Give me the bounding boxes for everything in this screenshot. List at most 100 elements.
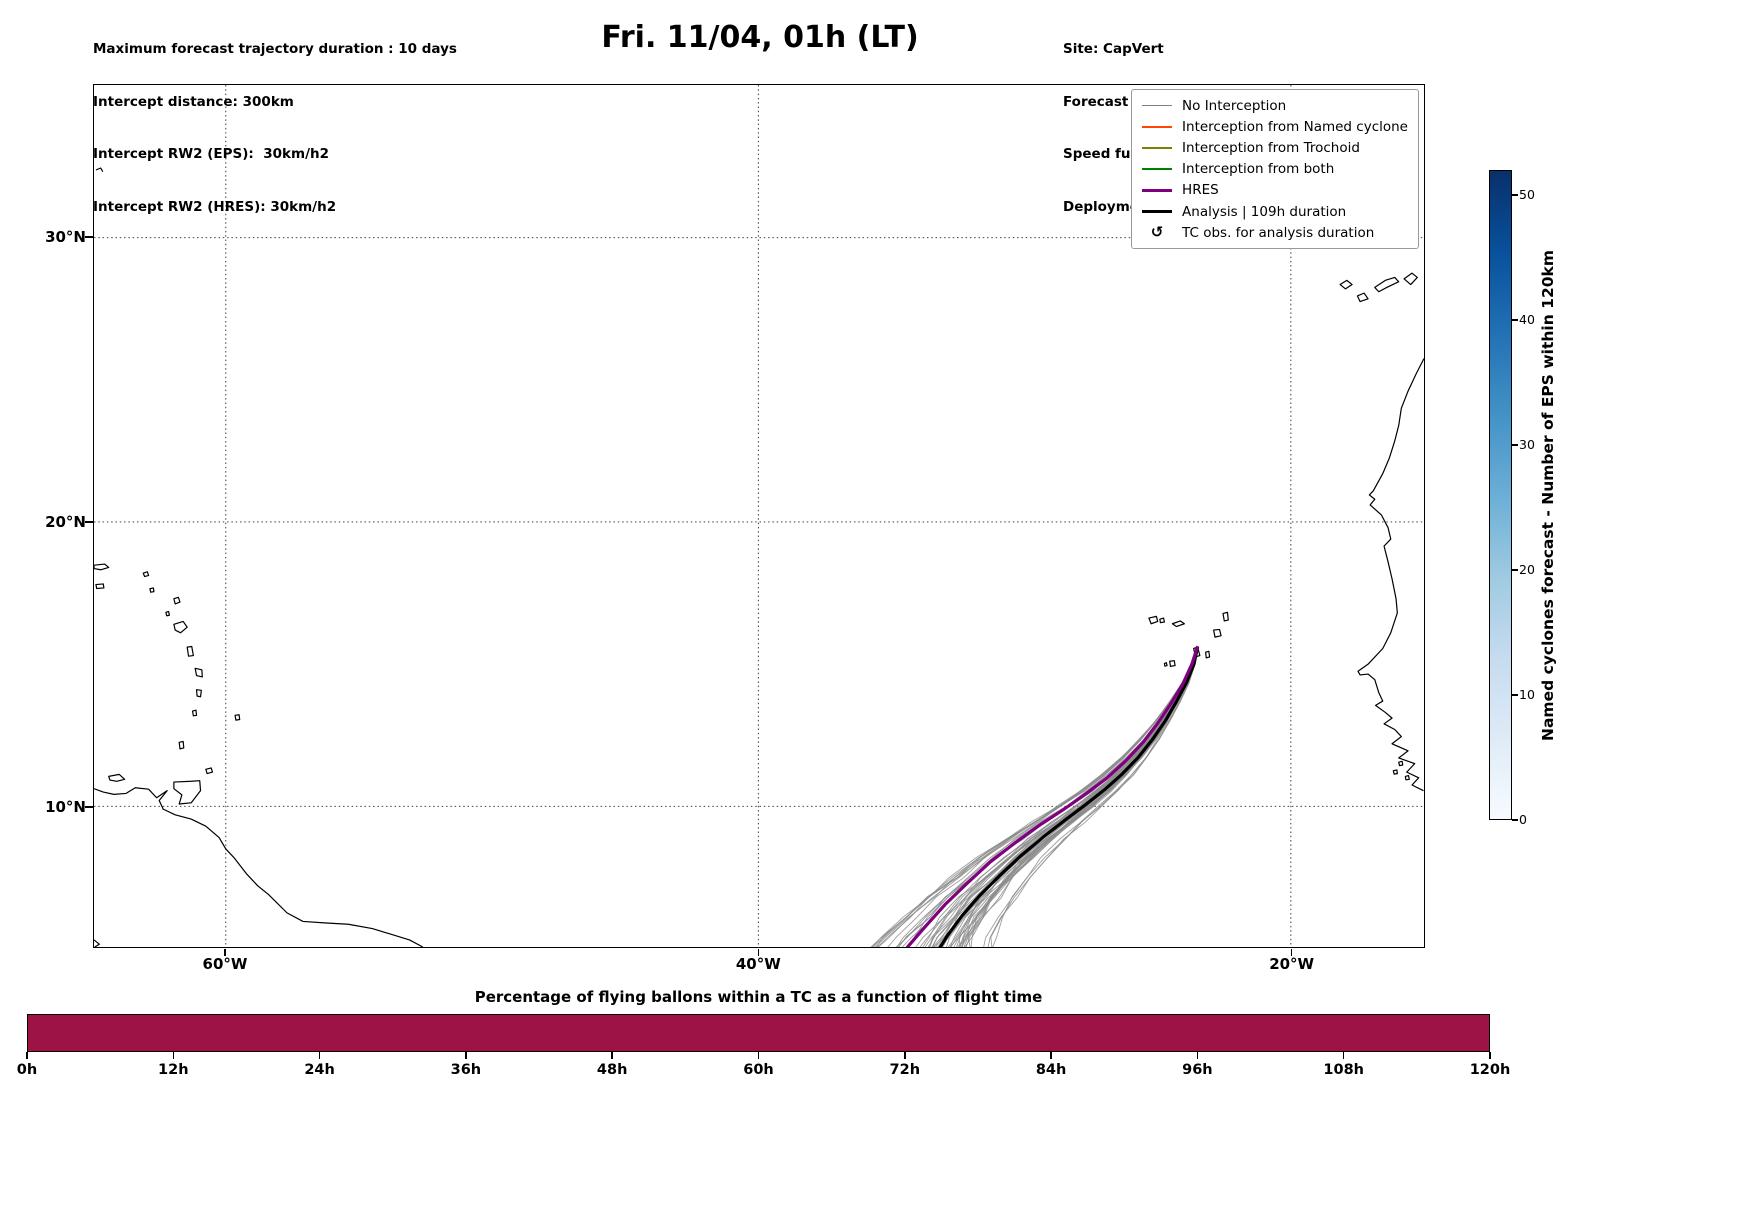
- legend-item: Interception from both: [1142, 159, 1408, 180]
- island-coastline: [1339, 279, 1353, 290]
- time-tick-label: 120h: [1469, 1062, 1511, 1078]
- time-axis-tick: [465, 1052, 467, 1059]
- eps-member-trajectory: [876, 646, 1198, 947]
- colorbar-tick: [1512, 319, 1518, 321]
- legend-item: Interception from Trochoid: [1142, 137, 1408, 158]
- colorbar-tick-label: 10: [1519, 687, 1535, 702]
- legend-line-swatch: [1142, 104, 1173, 107]
- island-coastline: [1403, 272, 1418, 286]
- legend-line-swatch: [1142, 188, 1173, 193]
- time-axis-tick: [1050, 1052, 1052, 1059]
- time-tick-label: 108h: [1323, 1062, 1364, 1078]
- eps-member-trajectory: [895, 646, 1198, 947]
- island-coastline: [1159, 617, 1165, 624]
- page-title: Fri. 11/04, 01h (LT): [601, 20, 919, 55]
- bottom-chart-title: Percentage of flying ballons within a TC…: [474, 988, 1043, 1006]
- time-axis-tick: [1342, 1052, 1345, 1059]
- legend-line-swatch: [1142, 209, 1173, 214]
- lon-tick-label: 40°W: [735, 955, 781, 973]
- legend-label: HRES: [1182, 182, 1219, 199]
- time-axis-tick: [318, 1052, 321, 1059]
- island-coastline: [234, 714, 241, 721]
- eps-member-trajectory: [897, 645, 1198, 947]
- island-coastline: [1398, 760, 1404, 767]
- island-coastline: [1392, 769, 1398, 775]
- island-coastline: [94, 563, 110, 571]
- legend-label: Analysis | 109h duration: [1182, 203, 1347, 220]
- island-coastline: [108, 773, 126, 782]
- island-coastline: [1222, 611, 1229, 622]
- lat-tick: [85, 521, 93, 523]
- island-coastline: [1213, 628, 1222, 638]
- eps-member-trajectory: [898, 646, 1198, 947]
- eps-member-trajectory: [872, 645, 1198, 947]
- eps-member-trajectory: [983, 647, 1199, 947]
- param-intercept-rw2-eps: Intercept RW2 (EPS): 30km/h2: [93, 146, 329, 162]
- eps-member-trajectory: [870, 645, 1198, 947]
- colorbar-tick: [1512, 819, 1518, 821]
- colorbar-tick: [1512, 569, 1518, 571]
- island-coastline: [1205, 650, 1211, 659]
- lon-tick: [1290, 949, 1293, 956]
- colorbar-tick-label: 50: [1519, 187, 1535, 202]
- time-tick-label: 60h: [743, 1062, 774, 1078]
- colorbar-tick: [1512, 444, 1518, 446]
- eps-member-trajectory: [906, 646, 1198, 947]
- island-coastline: [165, 610, 170, 617]
- legend-item: Interception from Named cyclone: [1142, 116, 1408, 137]
- legend-line-swatch: [1142, 168, 1173, 170]
- param-max-duration: Maximum forecast trajectory duration : 1…: [93, 41, 457, 57]
- lat-tick: [85, 806, 93, 808]
- colorbar-label: Named cyclones forecast - Number of EPS …: [1539, 249, 1557, 741]
- eps-member-trajectory: [931, 646, 1199, 947]
- tc-obs-icon: ↺: [1150, 223, 1164, 242]
- island-coastline: [1171, 620, 1185, 628]
- colorbar-gradient: [1489, 170, 1512, 820]
- time-axis-tick: [904, 1052, 906, 1059]
- legend-item: HRES: [1142, 180, 1408, 201]
- island-coastline: [194, 667, 203, 678]
- time-tick-label: 36h: [450, 1062, 482, 1078]
- legend-line-swatch: [1142, 147, 1173, 149]
- param-intercept-rw2-hres: Intercept RW2 (HRES): 30km/h2: [93, 198, 337, 215]
- legend-label: TC obs. for analysis duration: [1182, 224, 1375, 241]
- time-axis-tick: [757, 1052, 760, 1059]
- eps-member-trajectory: [931, 646, 1199, 947]
- island-coastline: [173, 596, 181, 605]
- trajectory-map: No Interception Interception from Named c…: [93, 84, 1425, 948]
- island-coastline: [95, 583, 105, 590]
- legend-label: Interception from both: [1182, 161, 1335, 178]
- eps-member-trajectory: [959, 646, 1199, 947]
- legend-item: ↺ TC obs. for analysis duration: [1142, 222, 1408, 243]
- colorbar-tick: [1512, 194, 1518, 196]
- lon-tick: [224, 949, 226, 956]
- legend-item: No Interception: [1142, 95, 1408, 116]
- time-axis-tick: [26, 1052, 28, 1059]
- map-canvas: [94, 85, 1424, 947]
- forecast-parameters-block: Maximum forecast trajectory duration : 1…: [93, 6, 457, 251]
- time-tick-label: 12h: [158, 1062, 189, 1078]
- colorbar-tick-label: 0: [1519, 812, 1527, 827]
- time-tick-label: 48h: [596, 1062, 628, 1078]
- legend-label: No Interception: [1182, 97, 1287, 114]
- lon-tick-label: 60°W: [202, 955, 248, 973]
- map-layers: [94, 85, 1424, 947]
- lat-tick-label: 20°N: [45, 512, 86, 531]
- colorbar-tick: [1512, 694, 1518, 696]
- island-coastline: [1404, 774, 1410, 781]
- eps-member-trajectory: [896, 646, 1198, 947]
- eps-member-trajectory: [877, 647, 1198, 947]
- lat-tick-label: 10°N: [45, 797, 86, 816]
- eps-member-trajectory: [958, 645, 1199, 947]
- island-coastline: [1163, 662, 1168, 667]
- eps-member-trajectory: [871, 646, 1198, 947]
- eps-member-trajectory: [935, 646, 1199, 947]
- island-coastline: [186, 645, 194, 657]
- island-coastline: [195, 689, 202, 698]
- time-tick-label: 0h: [16, 1062, 38, 1078]
- eps-member-trajectory: [922, 646, 1198, 947]
- eps-member-trajectory: [924, 646, 1199, 947]
- coastline: [95, 167, 104, 172]
- tc-percentage-bar: [27, 1014, 1490, 1052]
